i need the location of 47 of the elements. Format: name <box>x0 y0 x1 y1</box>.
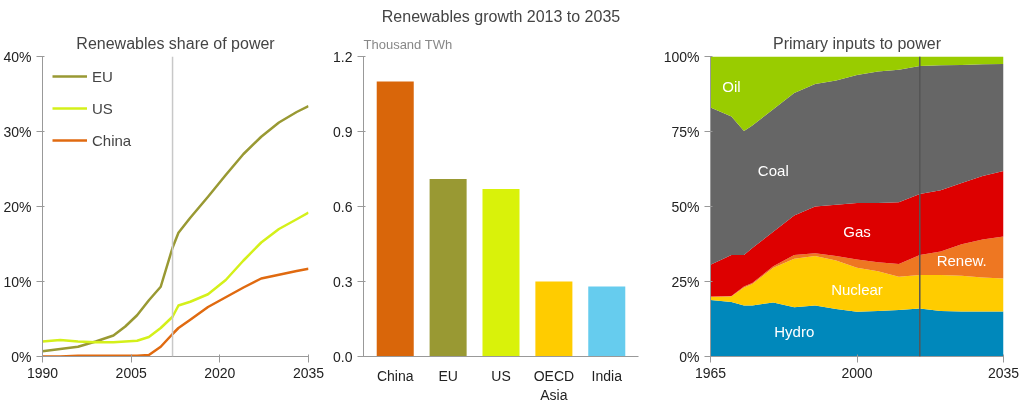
series-label: Nuclear <box>831 281 883 299</box>
y-tick-label: 50% <box>671 198 700 215</box>
y-tick-label: 1.2 <box>333 48 353 65</box>
y-tick-label: 0% <box>679 348 700 365</box>
x-tick-label: India <box>591 367 623 384</box>
x-tick-label: OECD Asia <box>533 367 575 403</box>
series-label: Oil <box>722 78 741 95</box>
x-tick-label: 1965 <box>694 364 727 381</box>
bar <box>429 179 467 357</box>
bar <box>376 81 414 357</box>
line-series <box>42 104 309 353</box>
legend-label: US <box>92 99 113 117</box>
x-tick-label: US <box>491 367 511 384</box>
legend-label: China <box>92 131 132 149</box>
x-tick-label: 2005 <box>115 364 147 381</box>
bar <box>588 286 626 357</box>
chart-title: Renewables growth 2013 to 2035 <box>381 7 621 25</box>
y-tick-label: 100% <box>663 48 700 65</box>
x-tick-label: 2020 <box>204 364 236 381</box>
x-tick-label: EU <box>438 367 458 384</box>
y-tick-label: 75% <box>671 123 700 140</box>
line-series <box>42 211 309 344</box>
legend-label: EU <box>92 67 113 85</box>
x-tick-label: 1990 <box>26 364 59 381</box>
y-tick-label: 30% <box>3 123 32 140</box>
series-label: Hydro <box>774 323 815 341</box>
series-label: Renew. <box>936 251 987 269</box>
y-axis-title: Thousand TWh <box>363 36 453 52</box>
y-tick-label: 40% <box>3 48 32 65</box>
y-tick-label: 25% <box>671 273 700 290</box>
y-tick-label: 0.3 <box>333 273 353 290</box>
y-tick-label: 20% <box>3 198 32 215</box>
x-tick-label: 2000 <box>841 364 873 381</box>
x-tick-label: 2035 <box>987 364 1020 381</box>
y-tick-label: 0.0 <box>333 348 353 365</box>
y-tick-label: 0% <box>11 348 32 365</box>
y-tick-label: 0.9 <box>333 123 353 140</box>
chart-title: Primary inputs to power <box>772 34 942 52</box>
x-tick-label: China <box>376 367 414 384</box>
series-label: Coal <box>757 162 789 179</box>
y-tick-label: 10% <box>3 273 32 290</box>
series-label: Gas <box>843 222 871 240</box>
y-tick-label: 0.6 <box>333 198 353 215</box>
bar <box>482 189 520 357</box>
chart-title: Renewables share of power <box>76 34 276 52</box>
x-tick-label: 2035 <box>292 364 325 381</box>
bar <box>535 281 573 357</box>
